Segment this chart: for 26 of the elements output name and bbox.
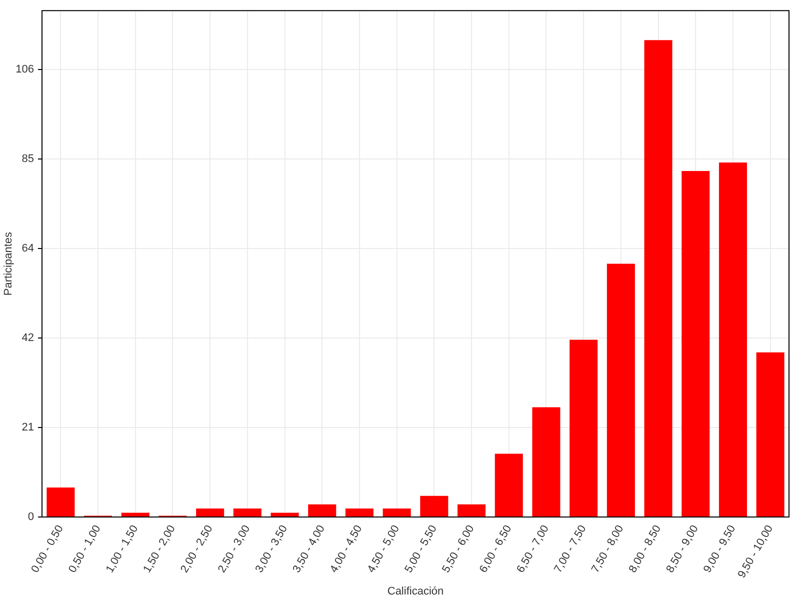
bar [233, 508, 262, 516]
bar [345, 508, 374, 516]
bar [682, 170, 710, 516]
y-tick-label: 64 [22, 242, 34, 255]
bar [532, 407, 560, 516]
y-tick-label: 106 [16, 64, 34, 76]
bar [644, 40, 672, 516]
bar [458, 504, 486, 516]
y-tick-label: 21 [22, 422, 34, 434]
y-tick-label: 0 [28, 511, 34, 524]
bar [756, 352, 784, 516]
bar [494, 454, 523, 516]
y-tick-label: 42 [22, 332, 34, 344]
bar [718, 162, 747, 516]
bar [606, 264, 635, 516]
bar [308, 504, 336, 516]
x-axis-title: Calificación [387, 585, 444, 598]
bar [270, 512, 299, 516]
bar [420, 496, 448, 516]
bar [382, 508, 411, 516]
bar [46, 487, 75, 516]
y-axis-title: Participantes [2, 232, 15, 296]
bar [570, 340, 598, 516]
y-tick-label: 85 [22, 153, 34, 166]
bar [121, 512, 150, 516]
bar [196, 508, 224, 516]
